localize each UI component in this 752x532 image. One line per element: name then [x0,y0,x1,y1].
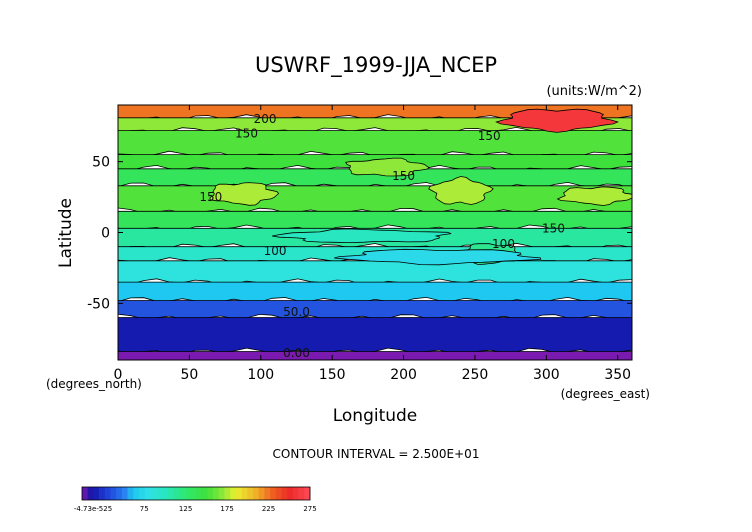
colorbar-cell-11 [144,487,151,500]
colorbar-cell-35 [281,487,288,500]
colorbar-cell-36 [287,487,294,500]
colorbar-cell-9 [133,487,140,500]
colorbar-cell-3 [99,487,106,500]
colorbar-cell-5 [110,487,117,500]
contour-patch-0 [495,108,619,133]
colorbar-cell-29 [247,487,254,500]
colorbar-cell-37 [292,487,299,500]
lat-band-13 [118,351,632,360]
colorbar-tick-label-0: 75 [140,505,149,513]
x-tick-label-3: 150 [319,367,346,383]
colorbar-cell-12 [150,487,157,500]
x-tick-label-2: 100 [247,367,274,383]
colorbar-tick-label-4: 275 [303,505,316,513]
x-tick-label-7: 350 [604,367,631,383]
y-tick-label-2: 50 [92,155,110,171]
x-tick-label-1: 50 [180,367,198,383]
colorbar-min-label: -4.73e-525 [74,505,112,513]
contour-label-2: 150 [478,129,501,143]
contour-label-0: 200 [254,112,277,126]
contour-label-4: 150 [199,190,222,204]
colorbar-cell-33 [270,487,277,500]
colorbar-cell-8 [127,487,134,500]
colorbar-cell-13 [156,487,163,500]
x-tick-label-0: 0 [114,367,123,383]
colorbar-cell-14 [161,487,168,500]
contour-patch-7 [556,186,632,206]
colorbar-cell-15 [167,487,174,500]
colorbar-cell-0 [82,487,88,500]
colorbar-cell-7 [121,487,128,500]
y-tick-label-0: -50 [87,296,110,312]
colorbar-cell-28 [241,487,248,500]
x-unit-label: (degrees_east) [561,387,650,401]
contour-patch-6 [334,248,542,266]
contour-label-9: 0.00 [283,346,310,360]
colorbar-cell-4 [104,487,111,500]
colorbar-tick-label-3: 225 [262,505,275,513]
y-unit-label: (degrees_north) [46,377,142,391]
contour-label-5: 150 [542,221,565,235]
colorbar-cell-16 [173,487,180,500]
units-label: (units:W/m^2) [546,84,642,99]
x-axis-label: Longitude [333,406,418,426]
contour-label-7: 100 [492,237,515,251]
x-axis-ticks: 0 50 100 150 200 250 300 350 [114,105,631,383]
colorbar-cell-23 [213,487,220,500]
colorbar-cell-18 [184,487,191,500]
x-tick-label-6: 300 [533,367,560,383]
heatmap-plot-area [118,105,632,360]
colorbar-cell-1 [87,487,94,500]
y-tick-label-1: 0 [101,226,110,242]
colorbar-cell-22 [207,487,214,500]
colorbar-cell-17 [178,487,185,500]
contour-label-6: 100 [264,244,287,258]
colorbar [81,486,311,501]
colorbar-cell-30 [253,487,259,500]
colorbar-cell-20 [196,487,202,500]
colorbar-cell-19 [190,487,197,500]
y-axis-label: Latitude [56,198,76,268]
contour-patch-1 [209,182,280,206]
contour-label-8: 50.0 [283,305,310,319]
colorbar-cell-24 [218,487,225,500]
colorbar-cell-26 [230,487,237,500]
lat-band-12 [118,317,632,356]
lat-band-5 [118,185,632,216]
colorbar-cell-31 [258,487,265,500]
colorbar-cell-39 [304,487,311,500]
y-axis-ticks: -50 0 50 [87,155,632,312]
contour-label-1: 150 [235,126,258,140]
contour-patch-3 [428,176,494,205]
colorbar-cell-2 [93,487,100,500]
lat-band-9 [118,260,632,286]
colorbar-cell-21 [201,487,208,500]
colorbar-cell-34 [275,487,282,500]
colorbar-cell-25 [224,487,231,500]
contour-patch-2 [345,157,430,177]
colorbar-frame [81,486,311,501]
colorbar-labels: -4.73e-525 75 125 175 225 275 [74,505,317,513]
colorbar-cell-10 [139,487,145,500]
colorbar-cell-32 [264,487,271,500]
x-tick-label-5: 250 [462,367,489,383]
lat-band-2 [118,130,632,158]
colorbar-cell-6 [116,487,123,500]
colorbar-cell-27 [235,487,242,500]
contour-patch-4 [272,228,452,244]
chart-title: USWRF_1999-JJA_NCEP [255,53,497,78]
colorbar-cell-38 [298,487,305,500]
contour-interval-text: CONTOUR INTERVAL = 2.500E+01 [273,447,480,461]
x-tick-label-4: 200 [390,367,417,383]
contour-label-3: 150 [392,169,415,183]
colorbar-tick-label-1: 125 [179,505,192,513]
colorbar-tick-label-2: 175 [220,505,233,513]
